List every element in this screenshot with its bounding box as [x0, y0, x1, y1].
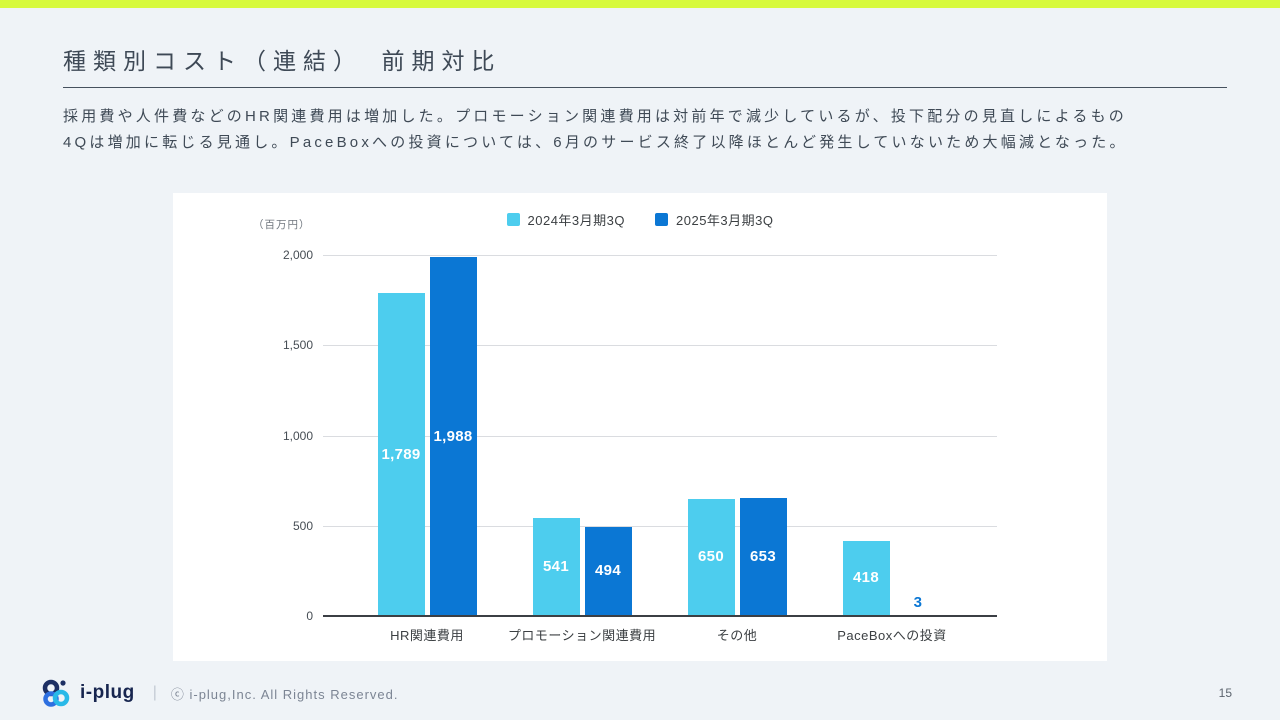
y-axis-tick-0: 0: [306, 609, 313, 623]
accent-top-strip: [0, 0, 1280, 8]
page-title: 種類別コスト（連結） 前期対比: [63, 48, 502, 74]
cost-comparison-bar-chart: （百万円） 2024年3月期3Q 2025年3月期3Q 0 500 1,000 1,50…: [173, 193, 1107, 661]
bar-2024年3月期3Q-PaceBoxへの投資: [842, 540, 890, 616]
gridline-2,000: [323, 255, 997, 256]
slide-description: 採用費や人件費などのHR関連費用は増加した。プロモーション関連費用は対前年で減少…: [63, 104, 1280, 160]
x-axis-category-その他: その他: [716, 628, 758, 643]
copyright-text: ⓒ i-plug,Inc. All Rights Reserved.: [170, 686, 399, 702]
legend-item-2: 2025年3月期3Q: [655, 210, 774, 229]
title-divider: [63, 87, 1227, 88]
legend-item-1: 2024年3月期3Q: [506, 210, 626, 229]
bar-value-label: 418: [853, 569, 879, 587]
bar-value-label: 1,988: [433, 427, 473, 445]
y-axis-tick-1,500: 1,500: [282, 338, 313, 353]
page-number: 15: [1218, 686, 1232, 700]
chart-unit-label: （百万円）: [253, 219, 311, 231]
chart-legend: 2024年3月期3Q 2025年3月期3Q: [173, 210, 1107, 229]
description-line-1: 採用費や人件費などのHR関連費用は増加した。プロモーション関連費用は対前年で減少…: [63, 108, 1127, 125]
brand-name: i-plug: [80, 682, 135, 703]
legend-label: 2024年3月期3Q: [527, 213, 625, 228]
i-plug-logo-icon: [40, 676, 74, 710]
bar-2024年3月期3Q-プロモーション関連費用: [532, 518, 580, 616]
gridline-500: [323, 525, 997, 527]
bar-value-label: 3: [913, 594, 923, 612]
bar-2024年3月期3Q-HR関連費用: [377, 293, 425, 616]
bar-value-label: 1,789: [381, 445, 421, 463]
x-axis-category-PaceBoxへの投資: PaceBoxへの投資: [837, 628, 947, 643]
bar-2024年3月期3Q-その他: [687, 498, 735, 616]
bar-2025年3月期3Q-その他: [739, 498, 787, 616]
x-axis-category-プロモーション関連費用: プロモーション関連費用: [507, 628, 657, 643]
y-axis-tick-1,000: 1,000: [282, 428, 313, 443]
description-line-2: 4Qは増加に転じる見通し。PaceBoxへの投資については、6月のサービス終了以…: [63, 134, 1128, 151]
bar-value-label: 650: [698, 548, 724, 566]
y-axis-tick-2,000: 2,000: [282, 248, 313, 262]
gridline-1,500: [323, 345, 997, 347]
footer: i-plug | ⓒ i-plug,Inc. All Rights Reserv…: [40, 676, 399, 710]
x-axis-line: [323, 615, 997, 617]
bar-2025年3月期3Q-プロモーション関連費用: [584, 526, 632, 616]
bar-value-label: 494: [595, 562, 621, 580]
footer-separator: |: [152, 684, 157, 701]
legend-swatch-icon: [655, 213, 668, 226]
legend-label: 2025年3月期3Q: [676, 213, 774, 228]
gridline-1,000: [323, 435, 997, 437]
bar-value-label: 541: [543, 558, 569, 576]
x-axis-category-HR関連費用: HR関連費用: [390, 628, 464, 643]
y-axis-tick-500: 500: [292, 518, 313, 533]
bar-value-label: 653: [750, 548, 776, 566]
bar-2025年3月期3Q-HR関連費用: [429, 257, 477, 616]
legend-swatch-icon: [506, 213, 520, 226]
